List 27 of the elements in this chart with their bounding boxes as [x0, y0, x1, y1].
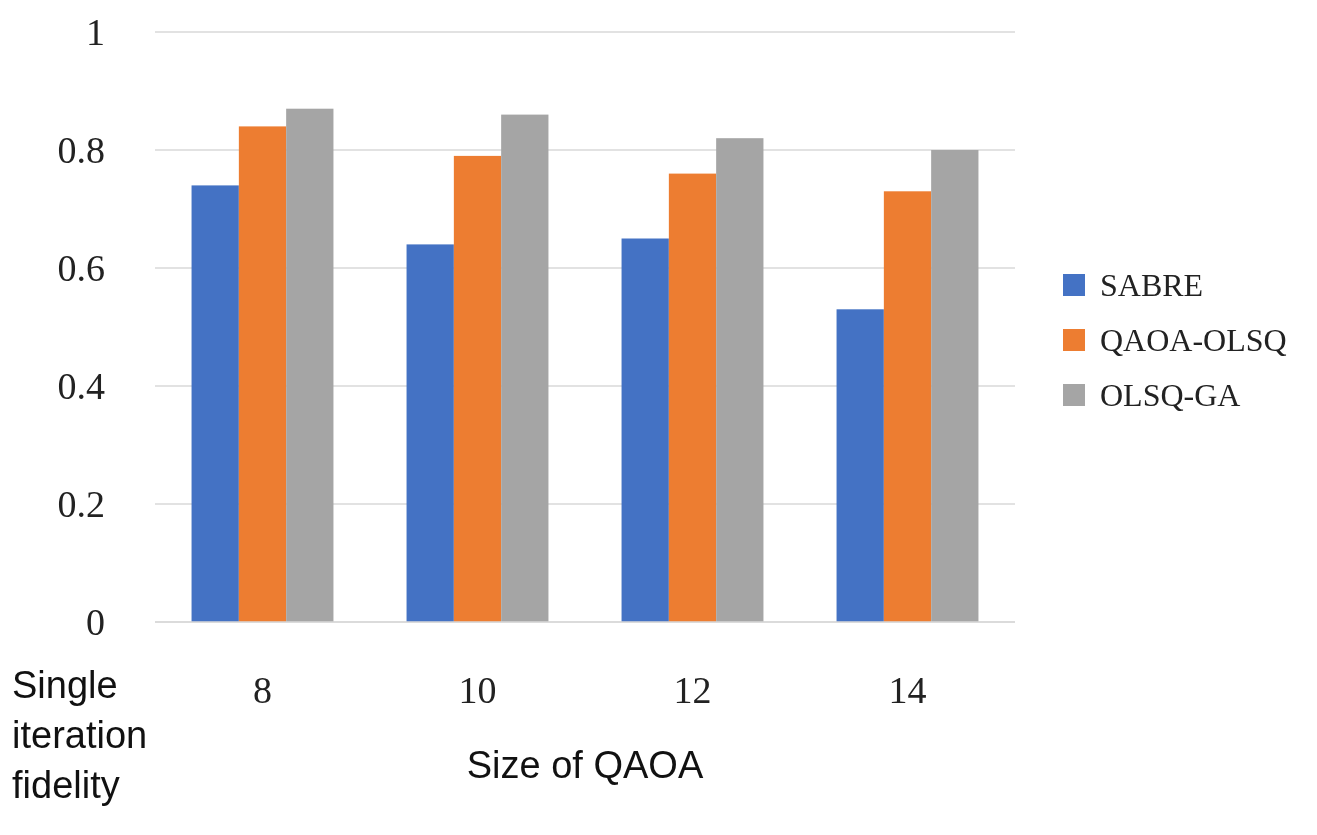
legend-label: QAOA-OLSQ: [1100, 322, 1287, 359]
bar: [836, 309, 884, 622]
bar: [501, 114, 549, 622]
y-tick-label: 0.2: [57, 483, 105, 526]
x-axis-title: Size of QAOA: [466, 744, 704, 786]
legend-label: SABRE: [1100, 267, 1204, 304]
bar: [286, 108, 334, 622]
bar: [406, 244, 454, 622]
bar: [453, 155, 502, 622]
y-tick-label: 0: [86, 601, 105, 644]
x-tick-label: 14: [888, 669, 927, 712]
y-tick-label: 0.6: [57, 247, 105, 290]
bar: [238, 126, 287, 622]
y-axis-title: Single iteration fidelity: [12, 664, 148, 806]
bar: [931, 150, 979, 622]
bar: [191, 185, 239, 622]
x-tick-label: 12: [673, 669, 712, 712]
x-tick-label: 10: [458, 669, 497, 712]
x-tick-label: 8: [253, 669, 272, 712]
bar: [621, 238, 669, 622]
y-tick-label: 1: [86, 11, 105, 54]
y-tick-label: 0.4: [57, 365, 105, 408]
bar: [716, 138, 764, 622]
legend-label: OLSQ-GA: [1100, 377, 1241, 414]
y-tick-label: 0.8: [57, 129, 105, 172]
bar: [883, 191, 932, 622]
bar: [668, 173, 717, 622]
